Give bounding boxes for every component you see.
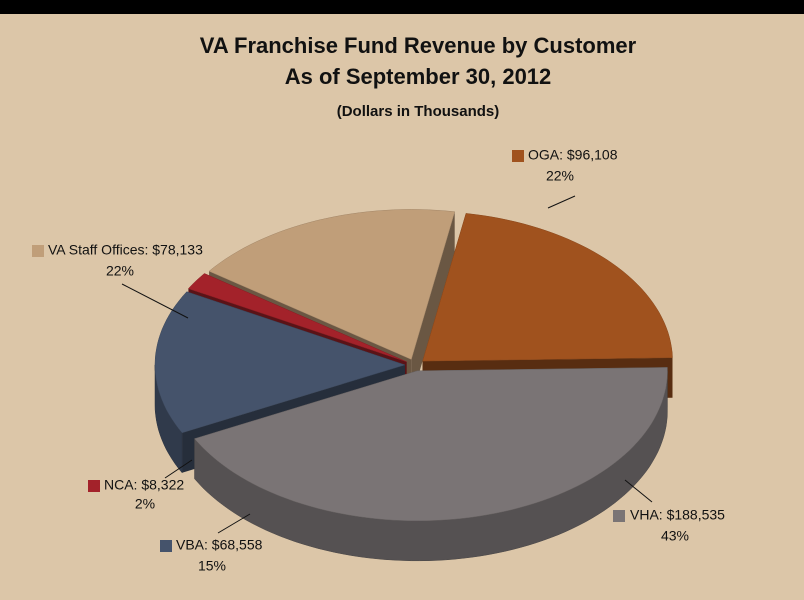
legend-swatch	[32, 245, 44, 257]
leader-line	[121, 283, 189, 319]
data-label: NCA: $8,322	[104, 477, 184, 493]
legend-swatch	[88, 480, 100, 492]
slice-top	[422, 213, 673, 362]
legend-swatch	[613, 510, 625, 522]
legend-swatch	[160, 540, 172, 552]
data-label: VBA: $68,558	[176, 537, 263, 553]
slice-top	[194, 367, 668, 522]
data-label: VA Staff Offices: $78,133	[48, 242, 203, 258]
chart-title: VA Franchise Fund Revenue by Customer	[200, 33, 637, 58]
leader-line	[164, 459, 193, 479]
percent-label: 22%	[106, 263, 134, 279]
top-bar	[0, 0, 804, 14]
legend-swatch	[512, 150, 524, 162]
slice-top	[208, 209, 456, 360]
chart-note: (Dollars in Thousands)	[337, 103, 500, 120]
slice	[194, 367, 668, 562]
percent-label: 22%	[546, 168, 574, 184]
slice-cut-face	[411, 211, 455, 400]
percent-label: 15%	[198, 558, 226, 574]
percent-label: 2%	[135, 496, 155, 512]
leader-line	[624, 479, 653, 503]
percent-label: 43%	[661, 528, 689, 544]
slice-top	[187, 273, 407, 363]
chart-subtitle: As of September 30, 2012	[285, 64, 552, 89]
data-label: OGA: $96,108	[528, 147, 618, 163]
slice-top	[154, 291, 406, 434]
leader-line	[217, 513, 251, 534]
data-label: VHA: $188,535	[630, 507, 725, 523]
leader-line	[547, 195, 576, 209]
